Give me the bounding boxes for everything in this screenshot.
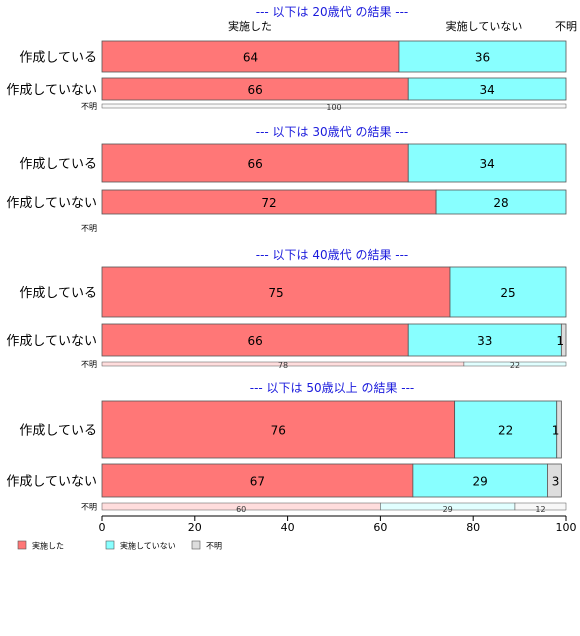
x-axis: 0 20 40 60 80 100	[99, 515, 577, 534]
data-label: 34	[479, 157, 494, 171]
row-label: 作成していない	[6, 475, 97, 490]
data-label: 36	[475, 51, 490, 65]
data-label: 66	[247, 83, 262, 97]
x-tick-label: 40	[281, 521, 295, 534]
group-title: --- 以下は 50歳以上 の結果 ---	[250, 381, 415, 395]
legend-label: 不明	[206, 542, 222, 551]
x-tick-label: 100	[556, 521, 577, 534]
text-layer: 実施した 実施していない 不明--- 以下は 20歳代 の結果 ---作成している 6…	[6, 5, 577, 514]
legend-label: 実施していない	[120, 541, 176, 551]
bar-segment	[556, 400, 562, 459]
data-label: 75	[268, 286, 283, 300]
bar-segment	[514, 502, 567, 511]
group-title: --- 以下は 30歳代 の結果 ---	[256, 125, 409, 139]
bar-segment	[407, 323, 562, 357]
data-label: 66	[247, 334, 262, 348]
data-label: 29	[473, 475, 488, 489]
bar-segment	[407, 77, 567, 101]
x-tick-label: 0	[99, 521, 106, 534]
data-label: 28	[493, 196, 508, 210]
bars-layer	[101, 40, 567, 511]
row-label: 不明	[81, 360, 97, 369]
bar-segment	[101, 266, 451, 318]
data-label: 29	[443, 505, 453, 514]
data-label: 67	[250, 475, 265, 489]
column-header: 実施していない	[446, 19, 523, 33]
column-header: 不明	[555, 20, 577, 33]
data-label: 34	[479, 83, 494, 97]
bar-segment	[407, 143, 567, 183]
group-title: --- 以下は 40歳代 の結果 ---	[256, 248, 409, 262]
row-label: 作成している	[19, 286, 97, 301]
bar-segment	[398, 40, 567, 73]
bar-segment	[454, 400, 558, 459]
data-label: 22	[510, 361, 520, 370]
row-label: 不明	[81, 224, 97, 233]
bar-segment	[101, 400, 456, 459]
data-label: 3	[552, 475, 560, 489]
data-label: 25	[500, 286, 515, 300]
data-label: 100	[326, 103, 341, 112]
bar-segment	[101, 463, 414, 498]
data-label: 66	[247, 157, 262, 171]
bar-segment	[101, 143, 409, 183]
bar-segment	[449, 266, 567, 318]
row-label: 不明	[81, 102, 97, 111]
bar-segment	[412, 463, 548, 498]
x-tick-label: 60	[373, 521, 387, 534]
data-label: 72	[261, 196, 276, 210]
bar-segment	[101, 40, 400, 73]
row-label: 作成している	[19, 157, 97, 172]
x-tick-label: 80	[466, 521, 480, 534]
legend: 実施した 実施していない 不明	[17, 540, 222, 551]
row-label: 作成していない	[6, 196, 97, 211]
row-label: 不明	[81, 503, 97, 512]
data-label: 76	[271, 424, 286, 438]
row-label: 作成している	[19, 424, 97, 439]
bar-segment	[101, 189, 437, 215]
row-label: 作成している	[19, 51, 97, 66]
bar-segment	[547, 463, 562, 498]
legend-label: 実施した	[32, 541, 64, 551]
data-label: 12	[535, 505, 545, 514]
data-label: 33	[477, 334, 492, 348]
bar-segment	[435, 189, 567, 215]
x-tick-label: 20	[188, 521, 202, 534]
bar-segment	[101, 103, 567, 109]
legend-swatch	[105, 540, 115, 550]
bar-segment	[560, 323, 567, 357]
data-label: 60	[236, 505, 246, 514]
bar-segment	[463, 361, 567, 367]
data-label: 1	[552, 424, 560, 438]
legend-swatch	[17, 540, 27, 550]
data-label: 1	[556, 334, 564, 348]
group-title: --- 以下は 20歳代 の結果 ---	[256, 5, 409, 19]
legend-swatch	[191, 540, 201, 550]
column-header: 実施した	[228, 19, 272, 33]
data-label: 78	[278, 361, 288, 370]
data-label: 64	[243, 51, 258, 65]
data-label: 22	[498, 424, 513, 438]
row-label: 作成していない	[6, 83, 97, 98]
row-label: 作成していない	[6, 334, 97, 349]
